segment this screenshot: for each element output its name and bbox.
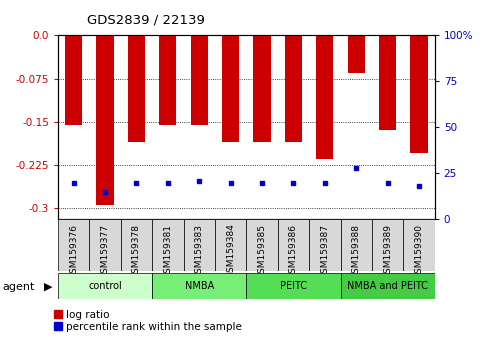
Text: NMBA: NMBA — [185, 281, 214, 291]
Bar — [191, 35, 208, 125]
Text: GSM159381: GSM159381 — [163, 224, 172, 279]
Bar — [411, 35, 427, 153]
Text: GSM159385: GSM159385 — [257, 224, 267, 279]
Bar — [379, 35, 396, 130]
Text: GSM159390: GSM159390 — [414, 224, 424, 279]
Bar — [128, 35, 145, 142]
FancyBboxPatch shape — [246, 273, 341, 299]
Text: GSM159386: GSM159386 — [289, 224, 298, 279]
Text: GSM159388: GSM159388 — [352, 224, 361, 279]
Text: ▶: ▶ — [44, 282, 53, 292]
Text: GSM159378: GSM159378 — [132, 224, 141, 279]
Bar — [316, 35, 333, 159]
Text: GSM159384: GSM159384 — [226, 224, 235, 279]
FancyBboxPatch shape — [58, 219, 89, 271]
Text: NMBA and PEITC: NMBA and PEITC — [347, 281, 428, 291]
FancyBboxPatch shape — [246, 219, 278, 271]
Text: GSM159377: GSM159377 — [100, 224, 110, 279]
FancyBboxPatch shape — [403, 219, 435, 271]
Bar — [97, 35, 114, 205]
Text: agent: agent — [2, 282, 35, 292]
FancyBboxPatch shape — [121, 219, 152, 271]
Bar — [159, 35, 176, 125]
Text: GSM159376: GSM159376 — [69, 224, 78, 279]
FancyBboxPatch shape — [89, 219, 121, 271]
FancyBboxPatch shape — [215, 219, 246, 271]
FancyBboxPatch shape — [152, 219, 184, 271]
FancyBboxPatch shape — [152, 273, 246, 299]
Bar — [348, 35, 365, 73]
Bar — [285, 35, 302, 142]
Text: GDS2839 / 22139: GDS2839 / 22139 — [87, 13, 205, 27]
Legend: log ratio, percentile rank within the sample: log ratio, percentile rank within the sa… — [54, 310, 242, 332]
FancyBboxPatch shape — [278, 219, 309, 271]
Text: GSM159383: GSM159383 — [195, 224, 204, 279]
Text: control: control — [88, 281, 122, 291]
FancyBboxPatch shape — [341, 219, 372, 271]
FancyBboxPatch shape — [372, 219, 403, 271]
FancyBboxPatch shape — [58, 273, 152, 299]
FancyBboxPatch shape — [309, 219, 341, 271]
Text: GSM159389: GSM159389 — [383, 224, 392, 279]
FancyBboxPatch shape — [184, 219, 215, 271]
Bar — [254, 35, 270, 142]
FancyBboxPatch shape — [341, 273, 435, 299]
Bar — [65, 35, 82, 125]
Text: GSM159387: GSM159387 — [320, 224, 329, 279]
Bar — [222, 35, 239, 142]
Text: PEITC: PEITC — [280, 281, 307, 291]
